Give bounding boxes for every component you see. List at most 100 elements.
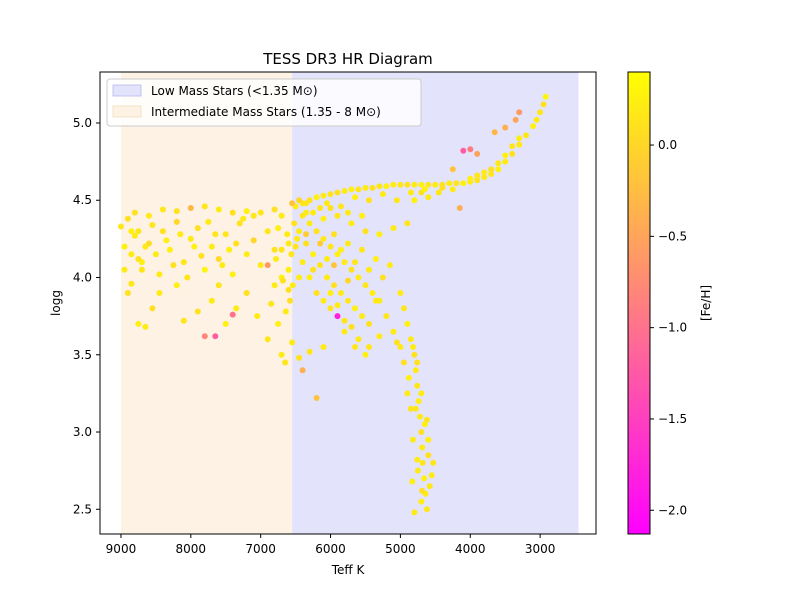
data-point xyxy=(411,509,418,516)
data-point xyxy=(310,251,317,258)
data-point xyxy=(320,297,327,304)
data-point xyxy=(184,274,191,281)
data-point xyxy=(453,180,460,187)
data-point xyxy=(282,359,289,366)
data-point xyxy=(352,344,358,350)
data-point xyxy=(430,459,437,466)
data-point xyxy=(233,305,240,312)
data-point xyxy=(400,305,407,312)
y-axis-ticks: 2.5 3.0 3.5 4.0 4.5 5.0 xyxy=(73,116,100,516)
data-point xyxy=(369,290,376,296)
data-point xyxy=(390,328,397,335)
data-point xyxy=(341,259,348,266)
colorbar-tick-label: 0.0 xyxy=(658,138,677,152)
data-point xyxy=(187,235,194,242)
data-point xyxy=(411,197,418,204)
data-point xyxy=(537,109,544,116)
data-point xyxy=(194,308,201,315)
data-point xyxy=(414,359,421,366)
x-tick-label: 6000 xyxy=(315,542,346,556)
data-point xyxy=(488,166,495,173)
mass-regions xyxy=(120,72,579,534)
data-point xyxy=(421,421,428,428)
data-point xyxy=(338,290,344,296)
data-point xyxy=(509,143,516,150)
data-point xyxy=(423,506,430,513)
data-point xyxy=(320,192,327,199)
data-point xyxy=(405,374,412,381)
data-point xyxy=(173,282,180,289)
data-point xyxy=(324,200,330,207)
data-point xyxy=(390,181,397,188)
colorbar-ticks: 0.0 −0.5 −1.0 −1.5 −2.0 xyxy=(650,138,687,517)
data-point xyxy=(149,305,156,312)
y-tick-label: 4.5 xyxy=(73,193,92,207)
legend-swatch-intermediate-mass xyxy=(112,105,142,118)
data-point xyxy=(313,194,320,201)
data-point xyxy=(159,206,166,213)
data-point xyxy=(376,333,383,340)
data-point xyxy=(509,150,516,157)
data-point xyxy=(495,166,502,173)
data-point xyxy=(414,467,421,474)
data-point xyxy=(372,297,379,304)
data-point xyxy=(257,262,264,269)
colorbar-tick-label: −1.5 xyxy=(658,412,687,426)
legend-label-intermediate-mass: Intermediate Mass Stars (1.35 - 8 M⊙) xyxy=(151,105,381,119)
data-point xyxy=(275,225,282,232)
data-point xyxy=(366,344,372,350)
data-point xyxy=(327,290,334,296)
data-point xyxy=(460,180,467,187)
data-point xyxy=(474,177,481,184)
data-point xyxy=(540,101,547,108)
data-point xyxy=(488,171,495,177)
data-point xyxy=(439,184,446,191)
y-tick-label: 2.5 xyxy=(73,502,92,516)
data-point xyxy=(379,191,386,198)
data-point xyxy=(372,256,379,262)
data-point xyxy=(338,246,344,253)
data-point xyxy=(131,232,138,239)
data-point xyxy=(393,197,400,204)
data-point xyxy=(124,290,131,296)
x-tick-label: 9000 xyxy=(106,542,137,556)
data-point xyxy=(418,429,425,435)
data-point xyxy=(289,339,296,346)
data-point xyxy=(542,93,549,100)
data-point xyxy=(449,166,456,173)
data-point xyxy=(417,413,423,420)
data-point xyxy=(250,212,257,219)
data-point xyxy=(412,367,419,374)
data-point xyxy=(250,237,257,244)
data-point xyxy=(359,212,365,219)
data-point xyxy=(128,280,135,287)
data-point xyxy=(386,262,393,269)
data-point xyxy=(145,212,152,219)
data-point xyxy=(397,290,404,296)
data-point xyxy=(288,251,295,258)
data-point xyxy=(289,282,296,289)
data-point xyxy=(180,259,187,266)
data-point xyxy=(425,181,432,188)
data-point xyxy=(421,475,428,482)
chart-title: TESS DR3 HR Diagram xyxy=(262,50,433,68)
data-point xyxy=(219,262,226,269)
data-point xyxy=(428,472,435,479)
colorbar: 0.0 −0.5 −1.0 −1.5 −2.0 [Fe/H] xyxy=(627,71,713,535)
data-point xyxy=(166,246,173,253)
data-point xyxy=(303,200,310,207)
data-point xyxy=(135,256,142,262)
data-point xyxy=(201,333,208,340)
data-point xyxy=(400,359,407,366)
data-point xyxy=(412,405,419,412)
data-point xyxy=(236,220,243,227)
data-point xyxy=(345,240,351,247)
data-point xyxy=(313,228,320,235)
data-point xyxy=(426,483,433,490)
data-point xyxy=(275,320,282,327)
data-point xyxy=(233,240,240,247)
data-point xyxy=(355,186,362,193)
data-point xyxy=(435,189,442,196)
data-point xyxy=(180,317,187,324)
